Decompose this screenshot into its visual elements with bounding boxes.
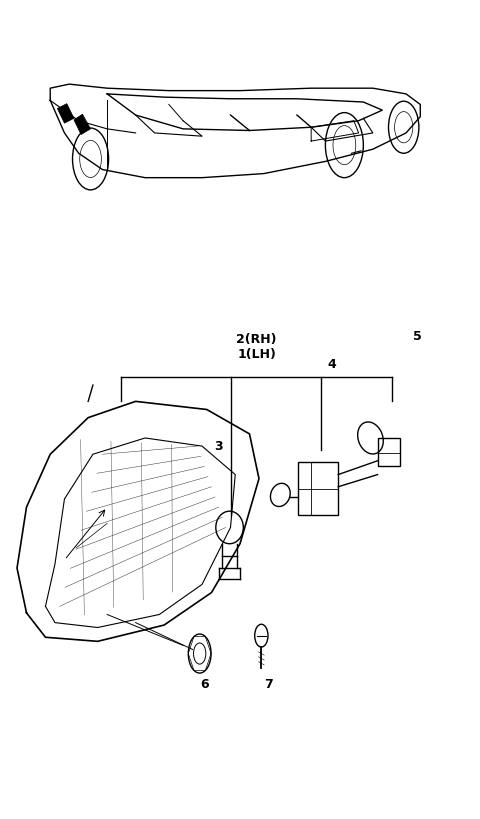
Text: 1(LH): 1(LH) bbox=[237, 348, 276, 360]
Text: 3: 3 bbox=[214, 440, 223, 453]
Text: 2(RH): 2(RH) bbox=[236, 333, 277, 346]
Polygon shape bbox=[57, 104, 74, 123]
Text: 6: 6 bbox=[200, 678, 209, 691]
Bar bbox=[378, 438, 400, 467]
Text: 5: 5 bbox=[413, 330, 422, 343]
Text: 7: 7 bbox=[264, 678, 273, 691]
Polygon shape bbox=[74, 114, 91, 134]
Text: 4: 4 bbox=[328, 358, 336, 371]
Bar bbox=[298, 463, 338, 515]
